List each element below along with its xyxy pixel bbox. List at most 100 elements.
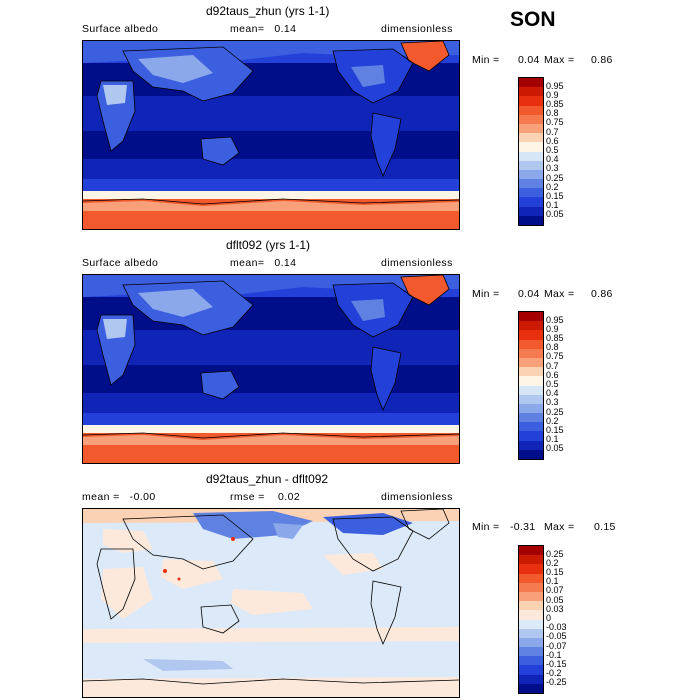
colorbar-tick-label: 0.3 bbox=[546, 163, 559, 174]
panel1-max-value: 0.86 bbox=[591, 54, 613, 66]
colorbar-tick-label: 0.75 bbox=[546, 117, 564, 128]
colorbar-tick-label: 0.25 bbox=[546, 172, 564, 183]
panel2-map bbox=[82, 274, 460, 464]
colorbar-swatch bbox=[519, 78, 543, 88]
panel3-min-label: Min = bbox=[472, 521, 500, 533]
colorbar-swatch bbox=[519, 591, 543, 602]
colorbar-tick-label: 0.25 bbox=[546, 406, 564, 417]
colorbar-swatch bbox=[519, 357, 543, 368]
colorbar-swatch bbox=[519, 422, 543, 432]
colorbar-swatch bbox=[519, 582, 543, 592]
panel1-map-svg bbox=[83, 41, 459, 229]
colorbar-tick-label: 0.95 bbox=[546, 80, 564, 91]
colorbar-swatch bbox=[519, 133, 543, 143]
colorbar-tick-label: 0.2 bbox=[546, 181, 559, 192]
panel3-map bbox=[82, 508, 460, 698]
panel2-title: dflt092 (yrs 1-1) bbox=[226, 238, 311, 252]
colorbar-swatch bbox=[519, 665, 543, 675]
colorbar-swatch bbox=[519, 339, 543, 349]
colorbar-swatch bbox=[519, 321, 543, 331]
colorbar-swatch bbox=[519, 628, 543, 638]
colorbar-swatch bbox=[519, 188, 543, 198]
colorbar-swatch bbox=[519, 394, 543, 404]
colorbar-swatch bbox=[519, 564, 543, 574]
colorbar-swatch bbox=[519, 114, 543, 124]
colorbar-tick-label: 0.5 bbox=[546, 145, 559, 155]
colorbar-tick-label: 0.15 bbox=[546, 567, 564, 578]
colorbar-swatch bbox=[519, 656, 543, 666]
colorbar-tick-label: 0.1 bbox=[546, 200, 559, 211]
colorbar-swatch bbox=[519, 413, 543, 423]
colorbar-tick-label: 0 bbox=[546, 613, 552, 623]
colorbar-tick-label: -0.25 bbox=[546, 677, 567, 688]
colorbar-swatch bbox=[519, 96, 543, 106]
panel3-max-label: Max = bbox=[544, 521, 575, 533]
colorbar-swatch bbox=[519, 348, 543, 358]
panel3-max-value: 0.15 bbox=[594, 521, 616, 533]
colorbar-tick-label: 0.9 bbox=[546, 323, 559, 334]
colorbar-swatch bbox=[519, 160, 543, 170]
colorbar-tick-label: 0.8 bbox=[546, 108, 559, 119]
panel1-max-label: Max = bbox=[544, 54, 575, 66]
panel3-rmse-label: rmse = 0.02 bbox=[230, 491, 301, 503]
colorbar-swatch bbox=[519, 312, 543, 322]
colorbar-swatch bbox=[519, 637, 543, 648]
colorbar-tick-label: 0.4 bbox=[546, 154, 559, 165]
colorbar-swatch bbox=[519, 610, 543, 620]
colorbar-swatch bbox=[519, 573, 543, 583]
colorbar-swatch bbox=[519, 87, 543, 97]
panel1-variable-label: Surface albedo bbox=[82, 23, 159, 35]
panel2-max-value: 0.86 bbox=[591, 288, 613, 300]
colorbar-tick-label: -0.1 bbox=[546, 649, 562, 660]
colorbar-tick-label: -0.2 bbox=[546, 668, 562, 679]
colorbar-tick-label: -0.05 bbox=[546, 631, 567, 642]
colorbar-tick-label: 0.75 bbox=[546, 351, 564, 362]
colorbar-swatch bbox=[519, 197, 543, 207]
colorbar-swatch bbox=[519, 330, 543, 340]
colorbar-tick-label: 0.1 bbox=[546, 576, 559, 587]
colorbar-tick-label: 0.07 bbox=[546, 585, 564, 596]
panel1-map bbox=[82, 40, 460, 230]
colorbar-swatch bbox=[519, 179, 543, 189]
colorbar-swatch bbox=[519, 440, 543, 450]
panel1-units-label: dimensionless bbox=[381, 23, 453, 35]
colorbar-tick-label: 0.25 bbox=[546, 548, 564, 559]
colorbar-tick-label: 0.7 bbox=[546, 360, 559, 371]
colorbar-tick-label: 0.3 bbox=[546, 397, 559, 408]
panel3-mean-label: mean = -0.00 bbox=[82, 491, 156, 503]
panel3-map-svg bbox=[83, 509, 459, 697]
colorbar-tick-label: 0.95 bbox=[546, 314, 564, 325]
colorbar-tick-label: -0.07 bbox=[546, 640, 567, 651]
colorbar-swatch bbox=[519, 376, 543, 386]
panel2-min-value: 0.04 bbox=[518, 288, 540, 300]
colorbar-tick-label: 0.2 bbox=[546, 557, 559, 568]
colorbar-tick-label: 0.15 bbox=[546, 424, 564, 435]
colorbar-tick-label: -0.03 bbox=[546, 622, 567, 633]
panel1-min-label: Min = bbox=[472, 54, 500, 66]
colorbar-tick-label: 0.05 bbox=[546, 209, 564, 220]
colorbar-swatch bbox=[519, 546, 543, 556]
colorbar-tick-label: 0.9 bbox=[546, 89, 559, 100]
panel2-units-label: dimensionless bbox=[381, 257, 453, 269]
colorbar-swatch bbox=[519, 601, 543, 611]
colorbar-tick-label: 0.7 bbox=[546, 126, 559, 137]
colorbar-swatch bbox=[519, 674, 543, 684]
panel3-min-value: -0.31 bbox=[510, 521, 536, 533]
colorbar-swatch bbox=[519, 105, 543, 115]
colorbar-swatch bbox=[519, 647, 543, 657]
colorbar-swatch bbox=[519, 367, 543, 377]
colorbar-swatch bbox=[519, 123, 543, 134]
colorbar-tick-label: 0.5 bbox=[546, 379, 559, 389]
colorbar-tick-label: -0.15 bbox=[546, 658, 567, 669]
colorbar-swatch bbox=[519, 403, 543, 414]
colorbar-tick-label: 0.4 bbox=[546, 388, 559, 399]
colorbar-tick-label: 0.85 bbox=[546, 333, 564, 344]
colorbar-tick-label: 0.1 bbox=[546, 434, 559, 445]
colorbar-swatch bbox=[519, 619, 543, 629]
colorbar-tick-label: 0.85 bbox=[546, 99, 564, 110]
panel2-max-label: Max = bbox=[544, 288, 575, 300]
colorbar-swatch bbox=[519, 385, 543, 395]
colorbar-swatch bbox=[519, 431, 543, 441]
panel3-colorbar bbox=[518, 545, 544, 694]
panel3-units-label: dimensionless bbox=[381, 491, 453, 503]
